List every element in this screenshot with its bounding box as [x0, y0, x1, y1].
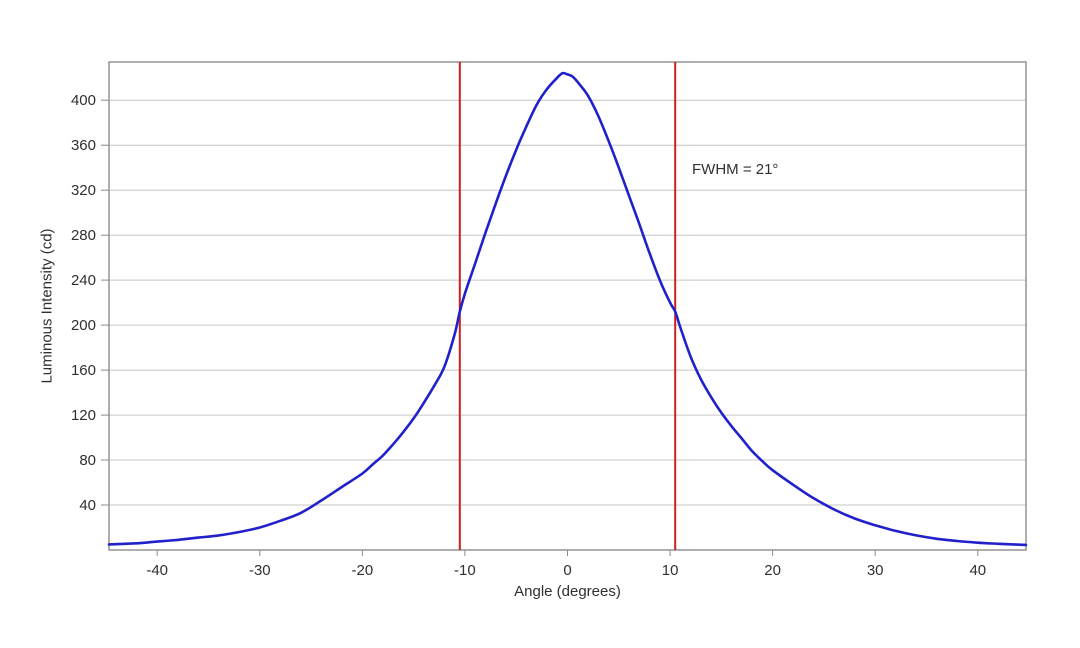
fwhm-marker-lines — [458, 62, 677, 550]
x-axis-ticks — [156, 550, 979, 556]
fwhm-annotation: FWHM = 21° — [692, 161, 779, 178]
svg-text:120: 120 — [71, 407, 96, 424]
svg-text:200: 200 — [71, 317, 96, 334]
intensity-curve — [107, 71, 1028, 547]
x-axis-tick-labels: -40 -30 -20 -10 0 10 20 30 40 — [146, 562, 986, 579]
svg-text:-10: -10 — [454, 562, 476, 579]
svg-text:20: 20 — [764, 562, 781, 579]
y-gridlines — [109, 99, 1026, 506]
svg-text:40: 40 — [969, 562, 986, 579]
y-axis-tick-labels: 40 80 120 160 200 240 280 320 360 400 — [71, 92, 96, 514]
svg-text:-20: -20 — [352, 562, 374, 579]
svg-text:360: 360 — [71, 137, 96, 154]
svg-text:0: 0 — [563, 562, 571, 579]
y-axis-ticks — [101, 99, 109, 506]
svg-text:-30: -30 — [249, 562, 271, 579]
svg-text:30: 30 — [867, 562, 884, 579]
svg-text:10: 10 — [662, 562, 679, 579]
svg-text:160: 160 — [71, 362, 96, 379]
svg-text:-40: -40 — [146, 562, 168, 579]
svg-text:400: 400 — [71, 92, 96, 109]
plot-frame — [108, 61, 1027, 551]
svg-text:280: 280 — [71, 227, 96, 244]
svg-text:80: 80 — [79, 452, 96, 469]
x-axis-title: Angle (degrees) — [514, 583, 621, 600]
svg-text:320: 320 — [71, 182, 96, 199]
y-axis-title: Luminous Intensity (cd) — [38, 228, 56, 384]
svg-text:40: 40 — [79, 497, 96, 514]
svg-text:240: 240 — [71, 272, 96, 289]
